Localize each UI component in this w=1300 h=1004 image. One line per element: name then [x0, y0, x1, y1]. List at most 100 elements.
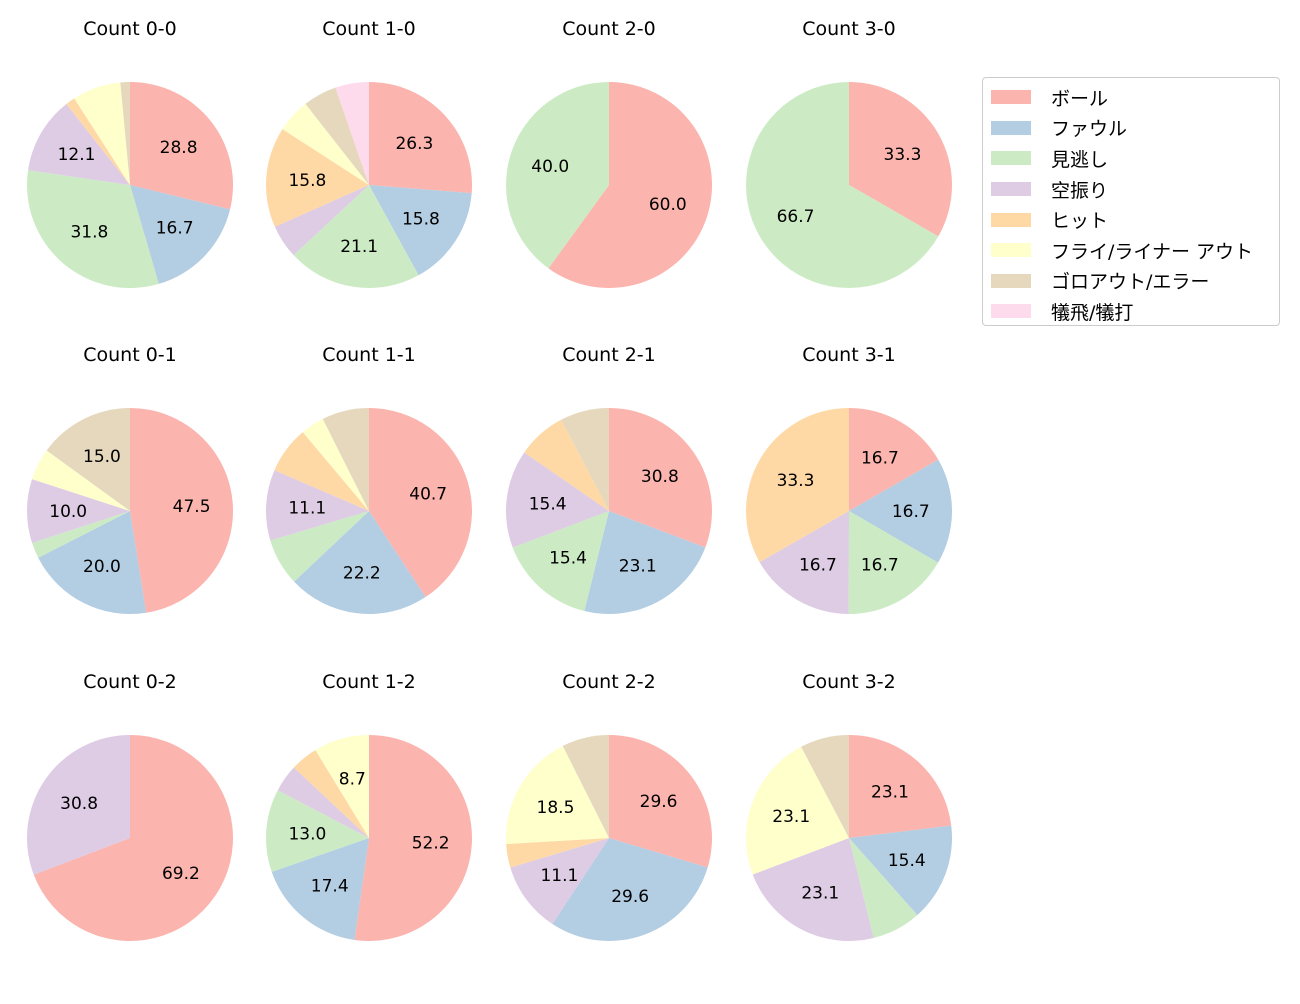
pie-slice: [506, 838, 609, 868]
pie-slice: [28, 104, 130, 185]
legend-label: ヒット: [1051, 210, 1109, 233]
pie-slice: [512, 511, 609, 612]
legend-label: 空振り: [1051, 179, 1109, 202]
pie-slice: [32, 450, 130, 511]
legend-item: 犠飛/犠打: [991, 296, 1271, 327]
pie-slice: [271, 838, 369, 940]
pie-slice: [506, 452, 609, 548]
slice-label: 16.7: [861, 448, 899, 468]
pie-slice: [849, 825, 952, 916]
slice-label: 33.3: [884, 145, 922, 165]
slice-label: 22.2: [343, 563, 381, 583]
pie-chart: Count 0-1 47.5 20.0 10.0 15.0: [27, 344, 233, 614]
slice-label: 16.7: [156, 219, 194, 239]
slice-label: 15.4: [549, 548, 587, 568]
slice-label: 16.7: [799, 555, 837, 575]
pie-slice: [609, 408, 713, 548]
pie-slice: [322, 408, 369, 511]
pie-title: Count 1-2: [322, 671, 416, 693]
pie-chart: Count 2-1 30.8 23.1 15.4 15.4: [506, 344, 713, 614]
pie-chart: Count 1-0 26.3 15.8 21.1 15.8: [266, 18, 472, 288]
pie-title: Count 1-0: [322, 18, 416, 40]
legend-item: ゴロアウト/エラー: [991, 266, 1271, 297]
legend-item: ヒット: [991, 204, 1271, 235]
pie-chart: Count 1-1 40.7 22.2 11.1: [266, 344, 472, 614]
pie-slice: [848, 511, 939, 615]
pie-slice: [552, 838, 708, 941]
pie-slice: [584, 511, 706, 614]
pie-chart: Count 0-2 69.2 30.8: [26, 671, 234, 941]
slice-label: 21.1: [340, 237, 378, 257]
pie-slice: [745, 82, 939, 288]
slice-label: 23.1: [772, 807, 810, 827]
slice-label: 10.0: [49, 502, 87, 522]
legend-swatch: [991, 273, 1031, 288]
pie-slice: [266, 129, 369, 227]
pie-title: Count 0-2: [83, 671, 177, 693]
slice-label: 40.0: [531, 157, 569, 177]
pie-slice: [752, 838, 874, 941]
pie-slice: [369, 185, 472, 276]
slice-label: 23.1: [619, 557, 657, 577]
slice-label: 33.3: [777, 471, 815, 491]
slice-label: 16.7: [892, 502, 930, 522]
slice-label: 29.6: [611, 887, 649, 907]
legend-label: 見逃し: [1051, 148, 1109, 171]
legend-label: 犠飛/犠打: [1051, 301, 1134, 324]
pie-title: Count 0-0: [83, 18, 177, 40]
legend-item: 空振り: [991, 174, 1271, 205]
pie-slice: [270, 511, 369, 582]
pie-slice: [746, 408, 849, 563]
pie-slice: [506, 745, 609, 844]
pie-slice: [745, 746, 849, 875]
pie-slice: [74, 82, 130, 185]
legend-label: ファウル: [1051, 118, 1128, 141]
pie-slice: [274, 185, 369, 256]
pie-slice: [33, 735, 234, 941]
pie-chart: Count 3-1 16.7 16.7 16.7 16.7 33.3: [746, 344, 952, 615]
pie-title: Count 3-0: [802, 18, 896, 40]
pie-slice: [369, 82, 472, 194]
slice-label: 47.5: [173, 497, 211, 517]
pie-chart: Count 3-2 23.1 15.4 23.1 23.1: [745, 671, 952, 941]
legend-swatch: [991, 151, 1031, 166]
pie-slice: [293, 750, 369, 838]
pie-slice: [302, 418, 369, 511]
pie-slice: [506, 82, 609, 269]
slice-label: 52.2: [412, 833, 450, 853]
slice-label: 17.4: [311, 877, 349, 897]
pie-slice: [849, 735, 952, 838]
slice-label: 26.3: [395, 134, 433, 154]
slice-label: 31.8: [70, 223, 108, 243]
pie-slice: [801, 735, 849, 838]
slice-label: 11.1: [288, 498, 326, 518]
pie-slice: [266, 790, 369, 872]
pie-chart: Count 2-0 60.0 40.0: [506, 18, 712, 288]
pie-slice: [335, 82, 369, 185]
pie-slice: [120, 82, 130, 185]
pie-slice: [32, 511, 130, 558]
slice-label: 15.0: [83, 447, 121, 467]
pie-slice: [305, 87, 369, 185]
pie-slice: [315, 735, 369, 838]
pie-slice: [282, 103, 369, 185]
slice-label: 20.0: [83, 557, 121, 577]
legend-swatch: [991, 212, 1031, 227]
pie-title: Count 2-0: [562, 18, 656, 40]
pie-title: Count 3-1: [802, 344, 896, 366]
pie-slice: [510, 838, 609, 925]
legend-label: ゴロアウト/エラー: [1051, 271, 1210, 294]
slice-label: 60.0: [649, 195, 687, 215]
slice-label: 69.2: [162, 864, 200, 884]
slice-label: 12.1: [58, 145, 96, 165]
pie-slice: [46, 408, 130, 511]
pie-slice: [369, 408, 472, 598]
pie-slice: [130, 408, 233, 613]
pie-slice: [130, 185, 231, 284]
pie-title: Count 2-1: [562, 344, 656, 366]
pie-slice: [849, 408, 939, 511]
legend-item: ファウル: [991, 113, 1271, 144]
slice-label: 8.7: [339, 769, 366, 789]
pie-chart: Count 1-2 52.2 17.4 13.0 8.7: [266, 671, 473, 941]
